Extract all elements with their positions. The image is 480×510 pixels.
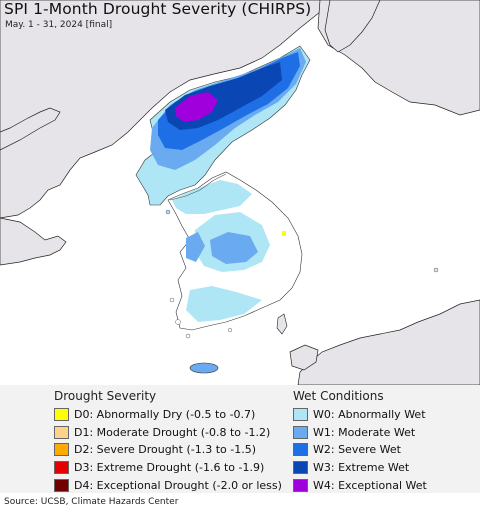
- legend-label-w2: W2: Severe Wet: [313, 443, 401, 457]
- japan-kyushu: [289, 344, 319, 371]
- legend-label-w1: W1: Moderate Wet: [313, 425, 416, 439]
- legend-item-w1: W1: Moderate Wet: [293, 424, 427, 442]
- sk-w1-central: [210, 232, 258, 264]
- legend-item-w4: W4: Exceptional Wet: [293, 476, 427, 494]
- legend-item-d0: D0: Abnormally Dry (-0.5 to -0.7): [54, 406, 282, 424]
- drought-map: [0, 0, 480, 385]
- island: [433, 267, 439, 273]
- legend-item-w2: W2: Severe Wet: [293, 441, 427, 459]
- legend-label-d2: D2: Severe Drought (-1.3 to -1.5): [74, 443, 257, 457]
- drought-legend: Drought Severity D0: Abnormally Dry (-0.…: [54, 389, 282, 494]
- japan-land: [297, 299, 480, 385]
- sk-w0-south: [186, 286, 262, 322]
- legend-label-d1: D1: Moderate Drought (-0.8 to -1.2): [74, 425, 271, 439]
- legend-item-d4: D4: Exceptional Drought (-2.0 or less): [54, 476, 282, 494]
- legend-label-d3: D3: Extreme Drought (-1.6 to -1.9): [74, 461, 265, 475]
- dmz-border: [169, 173, 227, 201]
- island: [227, 328, 232, 333]
- legend-item-d3: D3: Extreme Drought (-1.6 to -1.9): [54, 459, 282, 477]
- legend-label-w4: W4: Exceptional Wet: [313, 478, 427, 492]
- china-land: [0, 0, 331, 219]
- wet-legend-heading: Wet Conditions: [293, 389, 384, 403]
- drought-legend-heading: Drought Severity: [54, 389, 157, 403]
- legend-swatch-w2: [293, 443, 308, 457]
- sk-w1-west: [186, 232, 205, 262]
- legend-panel: Drought Severity D0: Abnormally Dry (-0.…: [0, 385, 480, 493]
- tsushima-island: [276, 313, 288, 335]
- legend-swatch-w3: [293, 461, 308, 475]
- legend-label-w3: W3: Extreme Wet: [313, 461, 410, 475]
- jeju-island: [189, 362, 219, 374]
- shandong: [0, 107, 61, 151]
- legend-swatch-d4: [54, 478, 69, 492]
- sk-d0-patch: [282, 231, 286, 236]
- legend-item-d2: D2: Severe Drought (-1.3 to -1.5): [54, 441, 282, 459]
- nk-w4: [175, 92, 218, 122]
- island: [165, 209, 171, 215]
- liaodong-peninsula: [0, 217, 67, 266]
- island: [185, 333, 191, 339]
- legend-item-w3: W3: Extreme Wet: [293, 459, 427, 477]
- sk-w0-north: [172, 180, 252, 214]
- wet-legend: Wet Conditions W0: Abnormally Wet W1: Mo…: [293, 389, 427, 494]
- map-subtitle: May. 1 - 31, 2024 [final]: [5, 20, 113, 30]
- legend-swatch-w1: [293, 425, 308, 439]
- legend-label-d4: D4: Exceptional Drought (-2.0 or less): [74, 478, 282, 492]
- legend-item-d1: D1: Moderate Drought (-0.8 to -1.2): [54, 424, 282, 442]
- map-canvas: [0, 0, 480, 385]
- legend-swatch-w0: [293, 408, 308, 422]
- legend-swatch-d0: [54, 408, 69, 422]
- russia-land: [324, 0, 381, 53]
- legend-swatch-d3: [54, 461, 69, 475]
- legend-label-w0: W0: Abnormally Wet: [313, 408, 426, 422]
- legend-label-d0: D0: Abnormally Dry (-0.5 to -0.7): [74, 408, 256, 422]
- legend-swatch-d1: [54, 425, 69, 439]
- legend-swatch-w4: [293, 478, 308, 492]
- legend-swatch-d2: [54, 443, 69, 457]
- island: [175, 319, 181, 325]
- island: [169, 297, 175, 303]
- legend-item-w0: W0: Abnormally Wet: [293, 406, 427, 424]
- map-title: SPI 1-Month Drought Severity (CHIRPS): [4, 0, 312, 18]
- source-credit: Source: UCSB, Climate Hazards Center: [4, 497, 179, 507]
